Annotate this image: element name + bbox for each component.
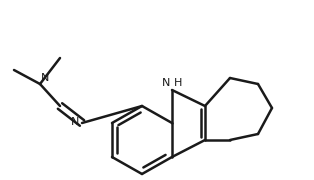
Text: H: H — [174, 78, 182, 88]
Text: N: N — [41, 73, 49, 83]
Text: N: N — [162, 78, 170, 88]
Text: N: N — [71, 117, 79, 127]
